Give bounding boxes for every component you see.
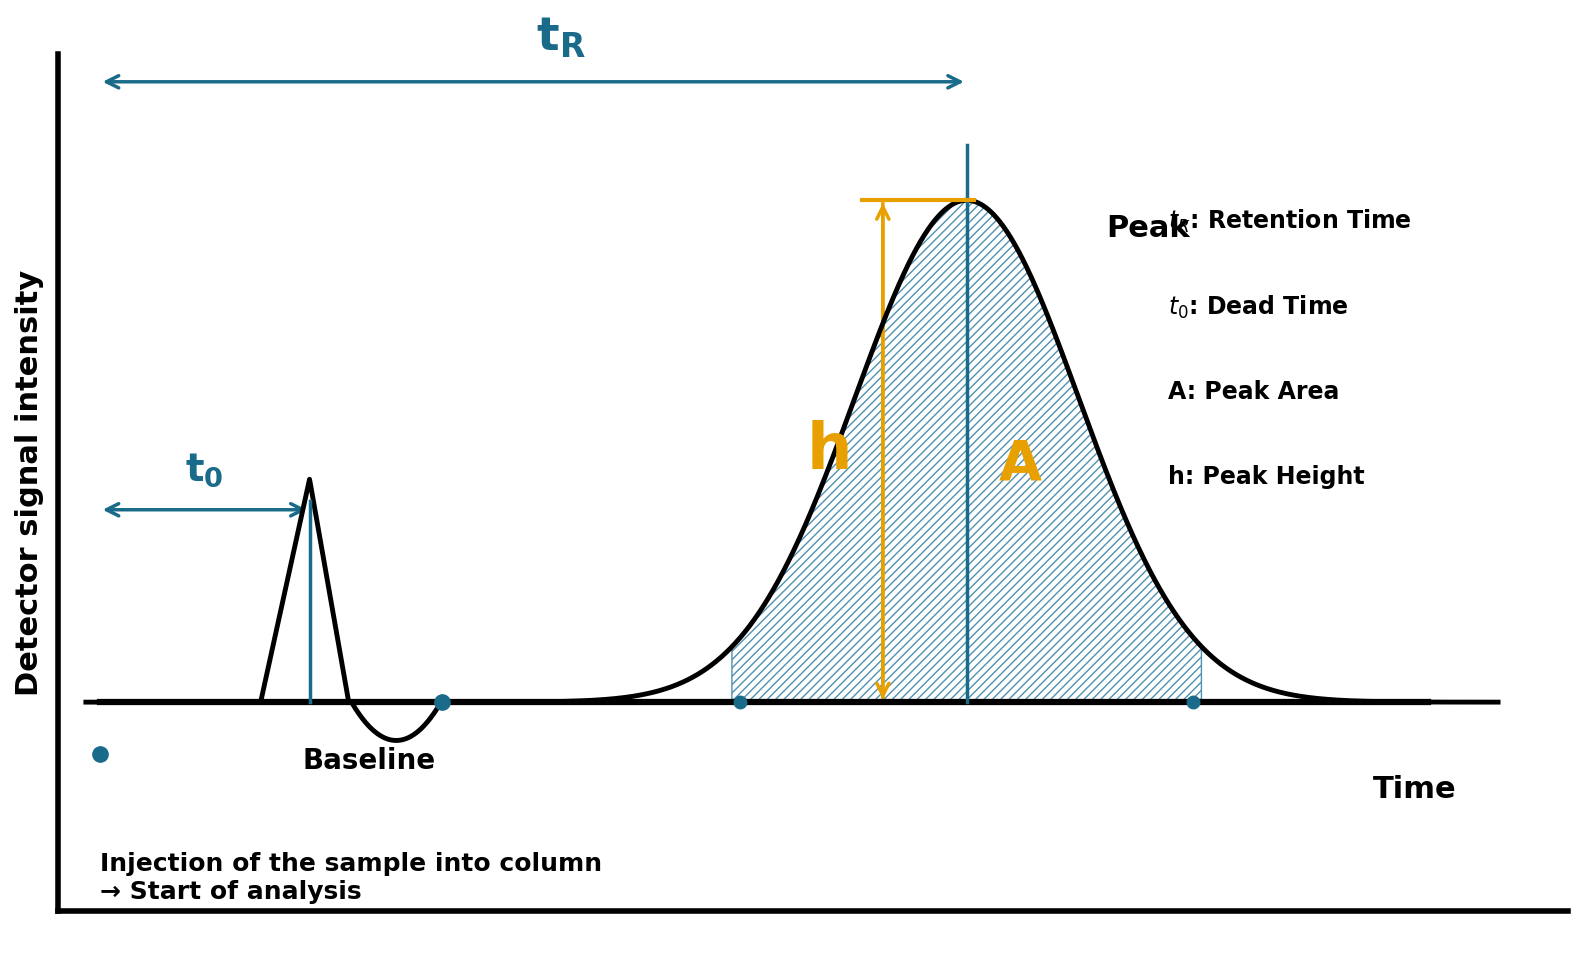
Text: $t_0$: Dead Time: $t_0$: Dead Time — [1168, 293, 1349, 321]
Y-axis label: Detector signal intensity: Detector signal intensity — [14, 269, 44, 696]
Text: $\mathbf{t_R}$: $\mathbf{t_R}$ — [537, 16, 586, 60]
Text: A: Peak Area: A: Peak Area — [1168, 379, 1339, 404]
Text: h: Peak Height: h: Peak Height — [1168, 465, 1365, 489]
Text: h: h — [807, 420, 853, 483]
Text: Injection of the sample into column
→ Start of analysis: Injection of the sample into column → St… — [100, 852, 602, 904]
Text: $t_R$: Retention Time: $t_R$: Retention Time — [1168, 209, 1412, 235]
Text: A: A — [999, 438, 1042, 491]
Text: Baseline: Baseline — [302, 748, 435, 775]
Text: Peak: Peak — [1107, 214, 1190, 243]
Text: Time: Time — [1372, 775, 1456, 803]
Text: $\mathbf{t_0}$: $\mathbf{t_0}$ — [185, 450, 223, 488]
